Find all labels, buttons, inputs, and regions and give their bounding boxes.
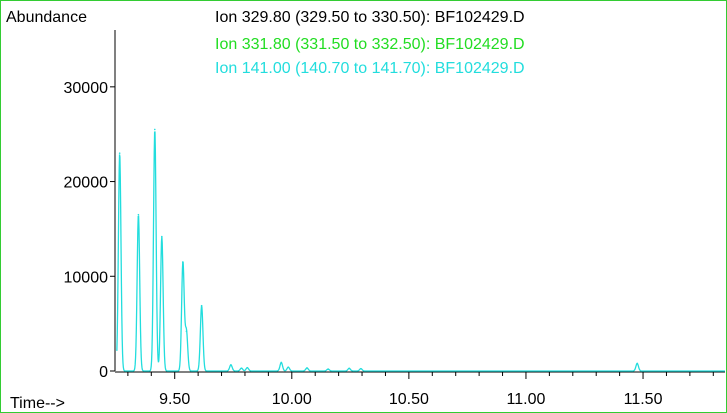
ticks: 0 10000 20000 30000 9.50 10.00 10.50 11.00 11.50 bbox=[64, 80, 714, 408]
peak-apex bbox=[200, 304, 203, 307]
x-tick-label: 9.50 bbox=[159, 391, 190, 408]
peak-apex bbox=[185, 330, 188, 333]
x-tick-label: 11.50 bbox=[624, 391, 663, 408]
peak-apex bbox=[154, 128, 156, 131]
axes bbox=[114, 30, 725, 373]
peak-apex bbox=[348, 367, 350, 370]
y-tick-label: 10000 bbox=[64, 269, 109, 286]
peak-apex bbox=[246, 366, 249, 369]
peak-apex bbox=[230, 364, 232, 366]
trace-ion-141-00 bbox=[116, 131, 725, 372]
y-tick-label: 20000 bbox=[64, 175, 109, 192]
y-tick-label: 0 bbox=[99, 364, 108, 381]
legend-ion-141-00: Ion 141.00 (140.70 to 141.70): BF102429.… bbox=[215, 60, 525, 77]
y-axis-label: Abundance bbox=[6, 9, 87, 26]
legend-ion-331-80: Ion 331.80 (331.50 to 332.50): BF102429.… bbox=[215, 36, 525, 53]
peak-apex bbox=[327, 368, 329, 370]
x-tick-label: 11.00 bbox=[507, 391, 546, 408]
peak-apex bbox=[280, 361, 283, 364]
peak-apex bbox=[182, 261, 184, 263]
x-tick-label: 10.00 bbox=[272, 391, 312, 408]
peak-apex bbox=[636, 362, 638, 365]
traces bbox=[116, 128, 725, 372]
y-tick-label: 30000 bbox=[64, 80, 109, 97]
peak-apex bbox=[287, 366, 290, 369]
x-axis-label: Time--> bbox=[10, 395, 65, 412]
peak-apex bbox=[306, 367, 308, 369]
peak-apex bbox=[118, 152, 121, 154]
peak-apex bbox=[161, 235, 163, 238]
peak-apex bbox=[137, 213, 140, 216]
x-tick-label: 10.50 bbox=[389, 391, 429, 408]
peak-apex bbox=[360, 367, 362, 370]
legend-ion-329-80: Ion 329.80 (329.50 to 330.50): BF102429.… bbox=[215, 9, 525, 26]
peak-apex bbox=[240, 367, 243, 369]
